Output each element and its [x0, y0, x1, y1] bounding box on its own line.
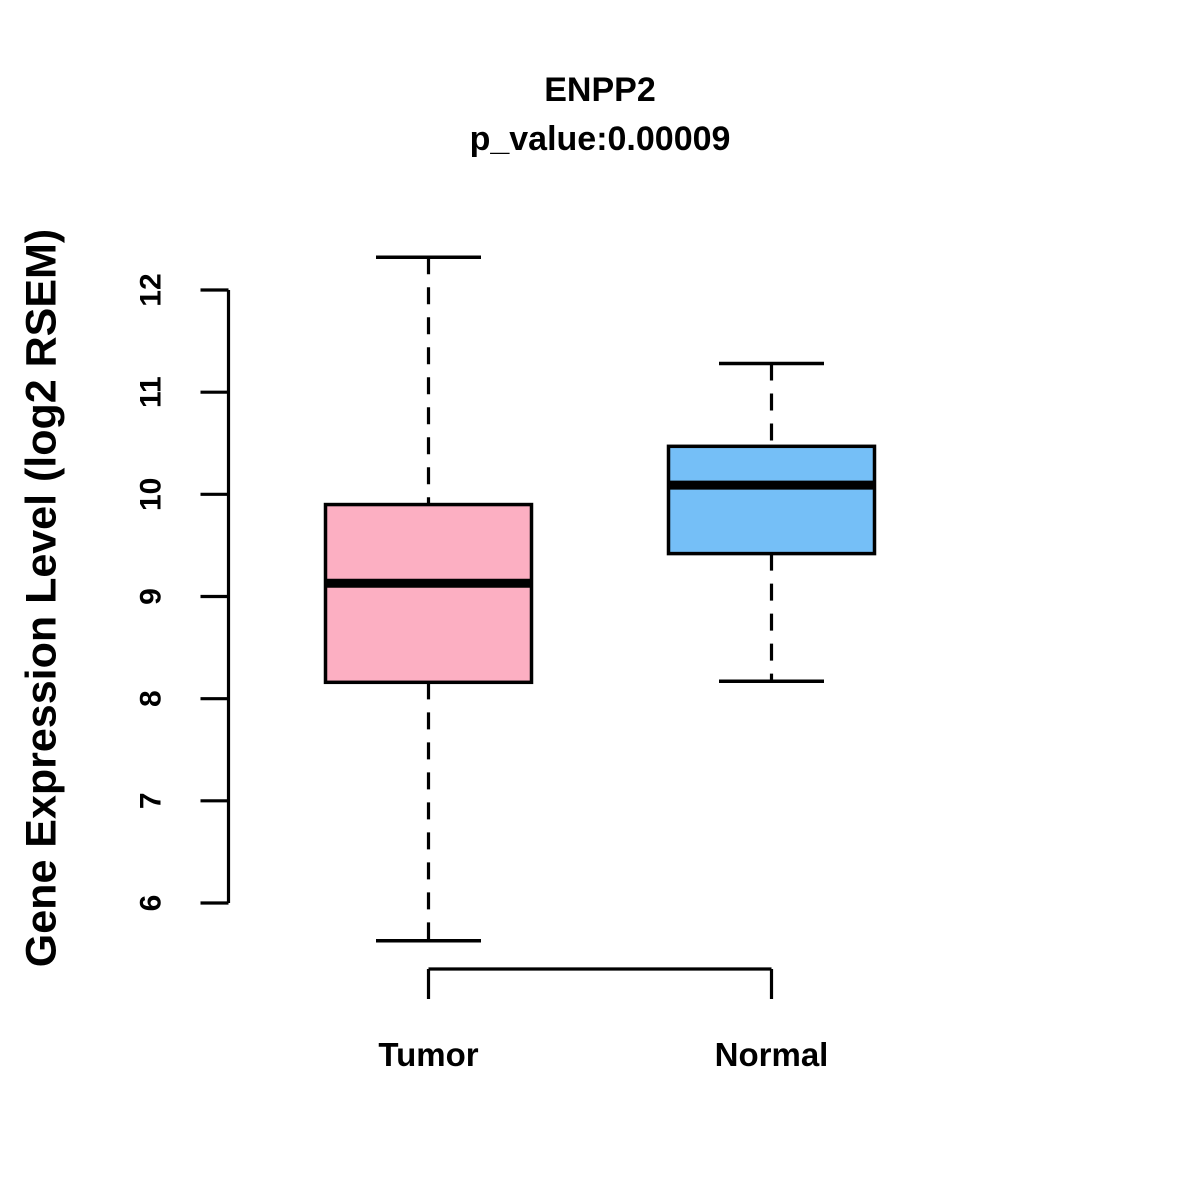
y-axis-tick-label: 12	[135, 273, 168, 306]
box-normal	[666, 444, 877, 556]
chart-subtitle: p_value:0.00009	[469, 120, 731, 158]
y-axis-tick-label: 6	[135, 895, 168, 912]
x-category-label-normal: Normal	[715, 1036, 829, 1073]
y-axis-tick-label: 11	[135, 376, 168, 408]
y-axis-tick-label: 7	[135, 792, 168, 809]
chart-title: ENPP2	[544, 71, 656, 109]
y-axis-tick-label: 8	[135, 690, 168, 707]
y-axis-tick-label: 10	[135, 478, 168, 511]
y-axis-tick-label: 9	[135, 588, 168, 605]
box-tumor	[323, 502, 534, 685]
chart-title-block: ENPP2 p_value:0.00009	[0, 66, 1200, 164]
x-category-label-tumor: Tumor	[378, 1036, 478, 1073]
